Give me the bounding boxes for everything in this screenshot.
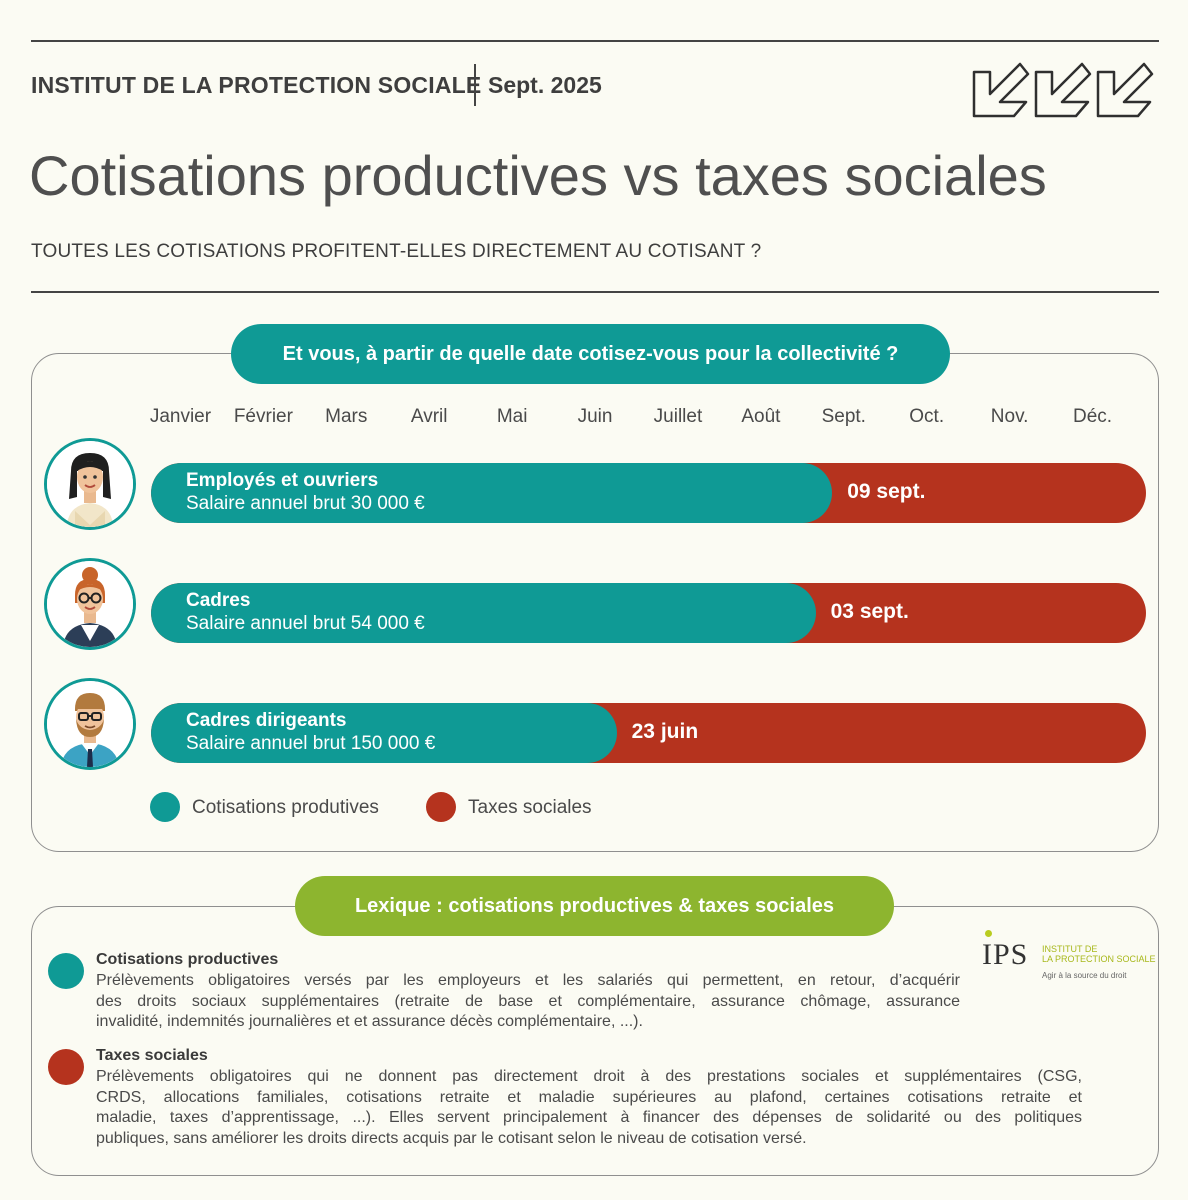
lexique-line: Prélèvements obligatoires versés par les… [96, 972, 960, 989]
lexique-line: CRDS, allocations familiales, cotisation… [96, 1088, 1082, 1106]
publication-date: Sept. 2025 [488, 72, 602, 98]
legend-dot-social-tax [426, 792, 456, 822]
bar-segment-productive [151, 703, 617, 763]
lexique-heading: Lexique : cotisations productives & taxe… [295, 876, 894, 936]
lexique-line: des droits sociaux supplémentaires (retr… [96, 992, 960, 1010]
bar-segment-productive [151, 583, 816, 643]
bar-cadres: Cadres Salaire annuel brut 54 000 € 03 s… [151, 583, 1146, 643]
bar-segment-productive [151, 463, 833, 523]
month-tick-label: Juin [577, 406, 613, 427]
month-tick-label: Juillet [653, 406, 703, 427]
lexique-panel [31, 906, 1159, 1176]
top-rule [31, 40, 1159, 42]
lexique-text-productive: Prélèvements obligatoires versés par les… [96, 971, 960, 1033]
legend-dot-productive [150, 792, 180, 822]
month-tick-label: Avril [410, 406, 448, 427]
month-tick-label: Déc. [1072, 406, 1113, 427]
lexique-line: Prélèvements obligatoires qui ne donnent… [96, 1068, 1082, 1085]
month-tick-label: Nov. [990, 406, 1029, 427]
bar-salary-label: Salaire annuel brut 30 000 € [186, 493, 425, 514]
avatar-employee [44, 438, 136, 530]
logo-line1: INSTITUT DE [1042, 944, 1098, 954]
header-separator [474, 64, 476, 106]
organization-name: INSTITUT DE LA PROTECTION SOCIALE [31, 72, 482, 98]
lexique-line: publiques, sans améliorer les droits dir… [96, 1129, 807, 1147]
chart-heading: Et vous, à partir de quelle date cotisez… [231, 324, 950, 384]
month-tick-label: Février [233, 406, 293, 427]
header-bottom-rule [31, 291, 1159, 293]
legend-label-productive: Cotisations produtives [192, 797, 379, 818]
bar-salary-label: Salaire annuel brut 54 000 € [186, 613, 425, 634]
brand-arrows-icon [972, 62, 1154, 118]
bar-switch-date: 23 juin [631, 720, 699, 743]
logo-dot-icon [985, 930, 992, 937]
logo-line2: LA PROTECTION SOCIALE [1042, 954, 1156, 964]
lexique-dot-productive [48, 953, 84, 989]
bar-salary-label: Salaire annuel brut 150 000 € [186, 733, 436, 754]
logo-tagline: Agir à la source du droit [1042, 971, 1127, 980]
month-tick-label: Sept. [821, 406, 866, 427]
bar-category-name: Cadres [186, 590, 251, 611]
bar-switch-date: 03 sept. [830, 600, 909, 623]
month-tick-label: Août [741, 406, 781, 427]
month-tick-label: Oct. [909, 406, 945, 427]
logo-name: IPS [982, 938, 1029, 971]
month-tick-label: Janvier [149, 406, 212, 427]
month-tick-label: Mai [496, 406, 528, 427]
page-subtitle: TOUTES LES COTISATIONS PROFITENT-ELLES D… [31, 241, 762, 262]
lexique-title-social-tax: Taxes sociales [96, 1047, 208, 1064]
bar-category-name: Cadres dirigeants [186, 710, 347, 731]
page-title: Cotisations productives vs taxes sociale… [29, 144, 1047, 207]
lexique-line: invalidité, indemnités journalières et e… [96, 1013, 643, 1030]
bar-switch-date: 09 sept. [847, 480, 926, 503]
avatar-executive [44, 678, 136, 770]
bar-category-name: Employés et ouvriers [186, 470, 379, 491]
bar-cadres-dirigeants: Cadres dirigeants Salaire annuel brut 15… [151, 703, 1146, 763]
avatar-manager [44, 558, 136, 650]
ips-logo: IPS INSTITUT DE LA PROTECTION SOCIALE Ag… [982, 930, 1156, 986]
legend-label-social-tax: Taxes sociales [468, 797, 592, 818]
lexique-text-social-tax: Prélèvements obligatoires qui ne donnent… [96, 1067, 1082, 1149]
lexique-title-productive: Cotisations productives [96, 951, 279, 968]
bar-employes: Employés et ouvriers Salaire annuel brut… [151, 463, 1146, 523]
month-tick-label: Mars [325, 406, 368, 427]
lexique-dot-social-tax [48, 1049, 84, 1085]
lexique-line: maladie, taxes d’apprentissage, ...). El… [96, 1109, 1082, 1126]
